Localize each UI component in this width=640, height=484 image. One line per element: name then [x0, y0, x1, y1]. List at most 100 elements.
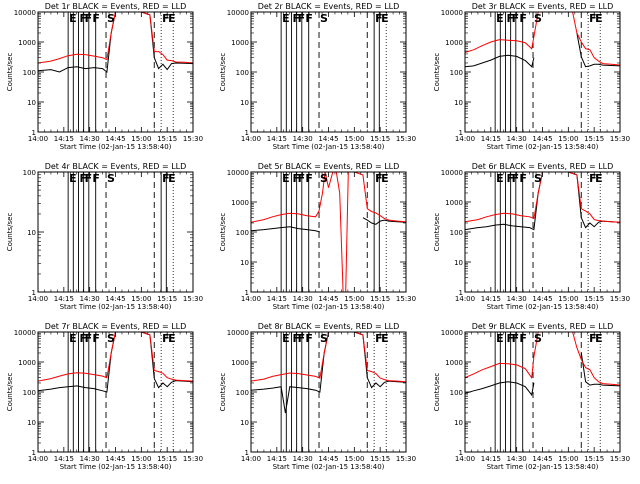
flag-letter: E — [496, 332, 504, 345]
x-tick-label: 14:00 — [241, 295, 261, 303]
flag-letter: E — [282, 332, 290, 345]
x-tick-label: 14:00 — [241, 455, 261, 463]
flag-letter: S — [534, 332, 542, 345]
x-tick-label: 15:30 — [610, 135, 630, 143]
lld-series-line — [465, 172, 620, 223]
flag-letter: F — [512, 172, 520, 185]
y-tick-label: 1000 — [445, 199, 463, 207]
y-tick-label: 1000 — [18, 39, 36, 47]
y-tick-label: 100 — [450, 389, 463, 397]
y-tick-label: 1 — [32, 449, 36, 457]
flag-letter: E — [168, 12, 176, 25]
flag-letter: F — [519, 332, 527, 345]
events-series-line — [38, 12, 193, 73]
x-tick-label: 14:15 — [54, 455, 74, 463]
x-tick-label: 14:15 — [54, 135, 74, 143]
x-tick-label: 14:45 — [532, 295, 552, 303]
flag-letter: F — [298, 332, 306, 345]
y-tick-label: 10 — [240, 419, 249, 427]
panel-title: Det 6r BLACK = Events, RED = LLD — [472, 162, 614, 171]
x-tick-label: 15:30 — [610, 455, 630, 463]
y-tick-label: 10000 — [227, 169, 249, 177]
flag-letter: F — [92, 12, 100, 25]
y-tick-label: 10000 — [441, 9, 463, 17]
y-tick-label: 100 — [23, 169, 36, 177]
flag-letter: F — [519, 172, 527, 185]
y-tick-label: 100 — [236, 69, 249, 77]
events-series-line — [465, 381, 535, 397]
flag-letter: F — [85, 332, 93, 345]
x-tick-label: 14:45 — [532, 135, 552, 143]
x-axis-label: Start Time (02-Jan-15 13:58:40) — [487, 143, 599, 151]
x-tick-label: 15:30 — [396, 135, 416, 143]
x-tick-label: 14:00 — [455, 455, 475, 463]
x-tick-label: 15:00 — [558, 455, 578, 463]
x-tick-label: 14:00 — [28, 295, 48, 303]
y-tick-label: 10000 — [441, 329, 463, 337]
plot-area — [38, 12, 193, 132]
events-series-line — [251, 226, 321, 233]
x-axis-label: Start Time (02-Jan-15 13:58:40) — [60, 463, 172, 471]
flag-letter: F — [512, 332, 520, 345]
flag-letter: E — [69, 172, 77, 185]
x-tick-label: 15:30 — [183, 295, 203, 303]
y-axis-label: Counts/sec — [6, 213, 14, 252]
flag-letter: F — [92, 172, 100, 185]
events-series-line — [465, 54, 535, 68]
y-tick-label: 10000 — [227, 329, 249, 337]
detector-panel: Det 2r BLACK = Events, RED = LLD 1 10 100 10… — [219, 2, 416, 151]
x-tick-label: 14:45 — [318, 455, 338, 463]
x-tick-label: 15:15 — [157, 455, 177, 463]
flag-letter: F — [298, 12, 306, 25]
y-tick-label: 10 — [27, 229, 36, 237]
y-axis-label: Counts/sec — [219, 373, 227, 412]
x-tick-label: 14:00 — [28, 455, 48, 463]
y-tick-label: 10 — [454, 99, 463, 107]
x-axis-label: Start Time (02-Jan-15 13:58:40) — [487, 303, 599, 311]
flag-letter: F — [162, 12, 170, 25]
detector-panel: Det 1r BLACK = Events, RED = LLD 1 10 100 10… — [6, 2, 203, 151]
y-tick-label: 10 — [27, 99, 36, 107]
panel-title: Det 3r BLACK = Events, RED = LLD — [472, 2, 614, 11]
y-axis-label: Counts/sec — [219, 213, 227, 252]
plot-area — [67, 172, 174, 292]
flag-letter: S — [320, 332, 328, 345]
x-tick-label: 14:15 — [267, 135, 287, 143]
x-tick-label: 14:45 — [532, 455, 552, 463]
y-tick-label: 100 — [236, 229, 249, 237]
y-tick-label: 1000 — [18, 359, 36, 367]
detector-panel: Det 4r BLACK = Events, RED = LLD 1 10 100 14… — [6, 162, 203, 311]
x-tick-label: 15:30 — [396, 455, 416, 463]
lld-series-line — [572, 12, 620, 66]
y-axis-label: Counts/sec — [433, 53, 441, 92]
flag-letter: E — [595, 172, 603, 185]
y-axis-label: Counts/sec — [219, 53, 227, 92]
flag-letter: F — [162, 172, 170, 185]
flag-letter: E — [69, 332, 77, 345]
x-axis-label: Start Time (02-Jan-15 13:58:40) — [273, 463, 385, 471]
x-tick-label: 15:00 — [344, 295, 364, 303]
x-tick-label: 15:00 — [344, 135, 364, 143]
detector-panel: Det 7r BLACK = Events, RED = LLD 1 10 100 10… — [6, 322, 203, 471]
plot-frame — [250, 11, 407, 133]
y-tick-label: 1000 — [231, 199, 249, 207]
flag-letter: E — [496, 172, 504, 185]
x-tick-label: 14:30 — [507, 295, 527, 303]
x-tick-label: 15:30 — [183, 135, 203, 143]
x-tick-label: 14:30 — [80, 295, 100, 303]
events-series-line — [465, 172, 620, 231]
y-tick-label: 10 — [454, 259, 463, 267]
y-tick-label: 10000 — [441, 169, 463, 177]
plot-frame — [37, 11, 194, 133]
y-tick-label: 1 — [245, 289, 249, 297]
x-tick-label: 15:15 — [370, 295, 390, 303]
flag-letter: F — [298, 172, 306, 185]
y-tick-label: 10 — [240, 259, 249, 267]
flag-letter: F — [92, 332, 100, 345]
x-tick-label: 15:00 — [558, 295, 578, 303]
y-tick-label: 1000 — [445, 359, 463, 367]
flag-letter: F — [292, 12, 300, 25]
x-axis-label: Start Time (02-Jan-15 13:58:40) — [60, 143, 172, 151]
y-tick-label: 1 — [245, 449, 249, 457]
y-axis-label: Counts/sec — [6, 53, 14, 92]
